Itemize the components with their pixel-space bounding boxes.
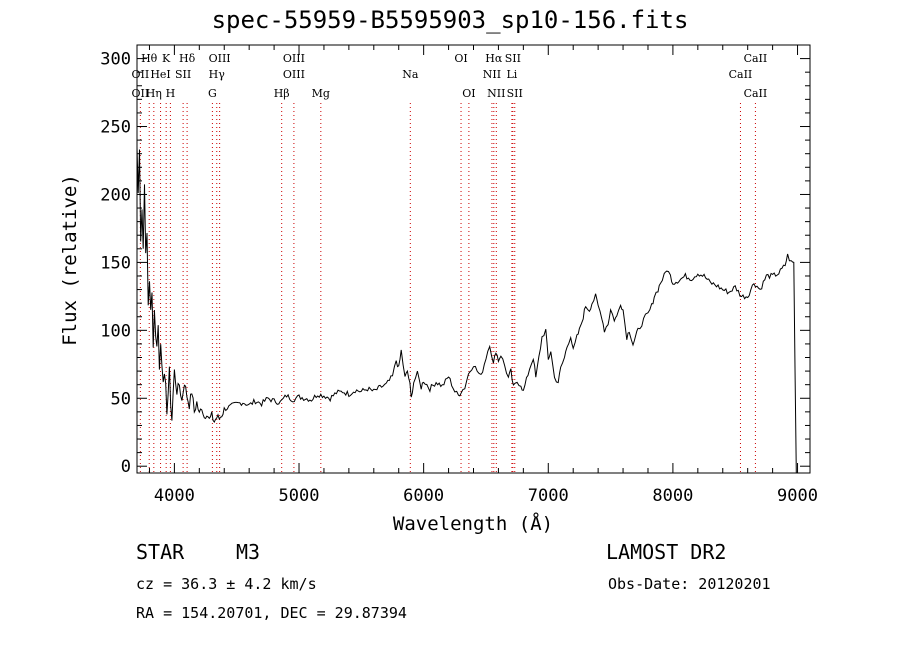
y-tick-label: 0 — [121, 457, 131, 477]
spectral-line-label: Hγ — [209, 68, 226, 81]
survey-name: LAMOST DR2 — [606, 540, 727, 564]
axis-ticks: 4000 5000 6000 7000 8000 9000 0 50 100 150 200 250 3… — [100, 45, 818, 506]
redshift-velocity: cz = 36.3 ± 4.2 km/s — [136, 575, 317, 593]
spectral-line-label: OI — [462, 87, 475, 100]
y-tick-label: 150 — [100, 253, 131, 273]
spectral-line-label: OII — [132, 87, 150, 100]
spectral-line-label: H — [166, 87, 176, 100]
spectral-line-label: NII — [483, 68, 501, 81]
object-subclass: M3 — [236, 540, 261, 564]
spectral-line-label: SII — [507, 87, 523, 100]
spectral-line-label: Hθ — [141, 52, 158, 65]
spectral-line-label: G — [208, 87, 217, 100]
coordinates: RA = 154.20701, DEC = 29.87394 — [136, 604, 407, 622]
x-tick-label: 5000 — [279, 486, 320, 506]
spectral-line-label: OIII — [209, 52, 231, 65]
x-tick-label: 6000 — [403, 486, 444, 506]
x-tick-label: 4000 — [154, 486, 195, 506]
spectral-line-label: OIII — [283, 52, 305, 65]
x-tick-label: 9000 — [777, 486, 818, 506]
spectral-line-label: Mg — [312, 87, 330, 100]
object-class: STAR — [136, 540, 185, 564]
spectral-line-label: SII — [505, 52, 521, 65]
spectral-line-label: CaII — [744, 87, 768, 100]
spectral-line-label: OIII — [283, 68, 305, 81]
chart-title: spec-55959-B5595903_sp10-156.fits — [211, 6, 689, 34]
spectral-line-label: NII — [487, 87, 505, 100]
spectral-line-label: Hδ — [179, 52, 196, 65]
observation-date: Obs-Date: 20120201 — [608, 575, 771, 593]
spectral-line-label: CaII — [744, 52, 768, 65]
y-tick-label: 250 — [100, 118, 131, 138]
plot-frame — [136, 44, 811, 474]
line-markers — [139, 103, 756, 473]
spectral-line-label: HeI — [150, 68, 170, 81]
spectral-line-label: OII — [132, 68, 150, 81]
spectral-line-label: Hη — [146, 87, 162, 100]
spectral-line-label: Hα — [485, 52, 503, 65]
y-axis-label: Flux (relative) — [59, 174, 81, 346]
spectral-line-label: Li — [506, 68, 517, 81]
y-tick-label: 100 — [100, 321, 131, 341]
spectrum-line — [136, 147, 797, 474]
spectral-line-label: CaII — [729, 68, 753, 81]
y-tick-label: 50 — [111, 389, 131, 409]
spectral-line-label: OI — [454, 52, 467, 65]
spectral-line-label: Na — [402, 68, 419, 81]
spectral-line-label: Hβ — [274, 87, 290, 100]
y-tick-label: 300 — [100, 50, 131, 70]
spectral-line-label: K — [162, 52, 171, 65]
spectral-line-label: SII — [175, 68, 191, 81]
x-axis-label: Wavelength (Å) — [393, 512, 553, 535]
x-tick-label: 8000 — [652, 486, 693, 506]
y-tick-label: 200 — [100, 185, 131, 205]
x-tick-label: 7000 — [528, 486, 569, 506]
